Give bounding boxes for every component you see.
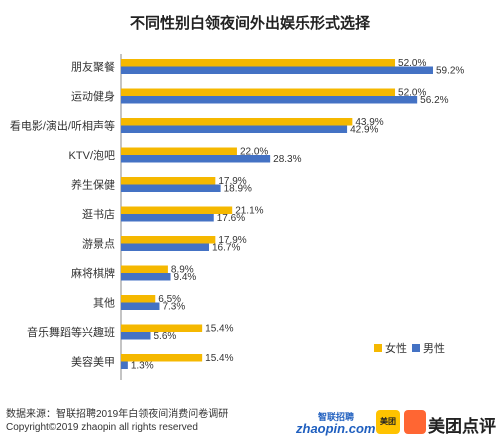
zhaopin-logo-cn: 智联招聘 bbox=[318, 412, 355, 422]
bar-male bbox=[121, 332, 151, 340]
legend-swatch-female bbox=[374, 344, 382, 352]
category-label: 朋友聚餐 bbox=[71, 60, 115, 74]
bar-female bbox=[121, 177, 216, 185]
data-label-male: 5.6% bbox=[154, 331, 177, 342]
bar-male bbox=[121, 302, 160, 310]
data-label-male: 28.3% bbox=[273, 154, 301, 165]
bar-female bbox=[121, 295, 156, 303]
bar-female bbox=[121, 206, 233, 214]
category-label: 音乐舞蹈等兴趣班 bbox=[27, 325, 115, 339]
category-label: 养生保健 bbox=[71, 178, 115, 192]
category-label: 美容美甲 bbox=[71, 355, 115, 369]
dianping-logo-icon bbox=[404, 410, 426, 434]
data-label-male: 17.6% bbox=[217, 213, 245, 224]
data-label-male: 16.7% bbox=[212, 243, 240, 254]
legend: 女性 男性 bbox=[374, 341, 445, 355]
category-label: 游景点 bbox=[82, 238, 115, 251]
data-label-male: 56.2% bbox=[420, 95, 448, 106]
bar-female bbox=[121, 265, 168, 273]
bar-female bbox=[121, 59, 396, 67]
bar-male bbox=[121, 184, 221, 192]
meituan-dianping-logo-text: 美团点评 bbox=[428, 417, 496, 436]
meituan-logo-box: 美团 bbox=[376, 410, 400, 434]
data-label-male: 7.3% bbox=[162, 302, 185, 313]
data-label-male: 59.2% bbox=[436, 66, 464, 77]
data-label-female: 52.0% bbox=[398, 58, 426, 69]
data-label-female: 21.1% bbox=[235, 206, 263, 217]
category-label: 其他 bbox=[93, 297, 115, 310]
bar-female bbox=[121, 324, 203, 332]
bar-female bbox=[121, 118, 353, 126]
legend-label-male: 男性 bbox=[423, 341, 445, 355]
category-label: 麻将棋牌 bbox=[71, 266, 115, 280]
category-label: 运动健身 bbox=[71, 89, 115, 103]
data-label-female: 52.0% bbox=[398, 88, 426, 99]
bars-group: 朋友聚餐 52.0%59.2%运动健身 52.0%56.2%看电影/演出/听相声等 4… bbox=[10, 58, 465, 372]
data-label-female: 15.4% bbox=[205, 324, 233, 335]
data-label-male: 1.3% bbox=[131, 361, 154, 372]
legend-label-female: 女性 bbox=[385, 341, 407, 355]
bar-male bbox=[121, 125, 348, 133]
data-label-female: 8.9% bbox=[171, 265, 194, 276]
bar-male bbox=[121, 273, 171, 281]
data-label-female: 43.9% bbox=[355, 117, 383, 128]
zhaopin-logo-en: zhaopin.com bbox=[296, 421, 376, 436]
data-label-male: 42.9% bbox=[350, 125, 378, 136]
zhaopin-logo: 智联招聘 zhaopin.com bbox=[296, 410, 384, 438]
bar-chart: 朋友聚餐 52.0%59.2%运动健身 52.0%56.2%看电影/演出/听相声等 4… bbox=[10, 54, 465, 380]
footer-copyright: Copyright©2019 zhaopin all rights reserv… bbox=[6, 422, 198, 433]
bar-male bbox=[121, 155, 271, 163]
data-label-female: 17.9% bbox=[218, 176, 246, 187]
data-label-female: 15.4% bbox=[205, 353, 233, 364]
bar-male bbox=[121, 66, 433, 74]
data-label-female: 22.0% bbox=[240, 147, 268, 158]
bar-male bbox=[121, 214, 214, 222]
data-label-female: 17.9% bbox=[218, 235, 246, 246]
bar-female bbox=[121, 236, 216, 244]
category-label: 看电影/演出/听相声等 bbox=[10, 119, 115, 133]
data-label-female: 6.5% bbox=[158, 294, 181, 305]
bar-male bbox=[121, 243, 210, 251]
bar-male bbox=[121, 361, 128, 369]
bar-female bbox=[121, 88, 396, 96]
bar-female bbox=[121, 147, 237, 155]
category-label: KTV/泡吧 bbox=[69, 148, 115, 162]
data-label-male: 18.9% bbox=[224, 184, 252, 195]
data-label-male: 9.4% bbox=[174, 272, 197, 283]
bar-female bbox=[121, 354, 203, 362]
chart-title: 不同性别白领夜间外出娱乐形式选择 bbox=[129, 15, 370, 32]
footer-source: 数据来源：智联招聘2019年白领夜间消费问卷调研 bbox=[6, 409, 229, 420]
bar-male bbox=[121, 96, 418, 104]
category-label: 逛书店 bbox=[82, 207, 115, 221]
legend-swatch-male bbox=[412, 344, 420, 352]
